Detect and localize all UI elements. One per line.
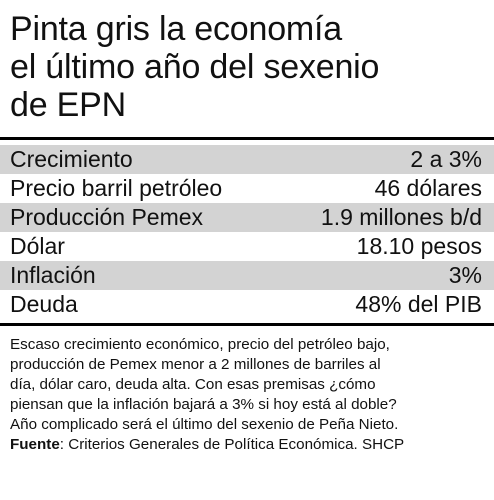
row-value: 2 a 3%: [410, 146, 482, 172]
row-value: 18.10 pesos: [356, 233, 482, 259]
commentary-line: día, dólar caro, deuda alta. Con esas pr…: [10, 376, 376, 393]
headline-line: Pinta gris la economía: [10, 10, 342, 48]
row-label: Producción Pemex: [10, 204, 204, 230]
commentary-line: producción de Pemex menor a 2 millones d…: [10, 356, 381, 373]
table-row: Deuda 48% del PIB: [0, 290, 494, 319]
row-label: Crecimiento: [10, 146, 133, 172]
headline: Pinta gris la economía el último año del…: [10, 10, 484, 124]
table-row: Precio barril petróleo 46 dólares: [0, 174, 494, 203]
headline-line: de EPN: [10, 86, 126, 124]
row-value: 48% del PIB: [355, 291, 482, 317]
table-row: Dólar 18.10 pesos: [0, 232, 494, 261]
bottom-divider: [0, 323, 494, 326]
commentary-line: Escaso crecimiento económico, precio del…: [10, 336, 390, 353]
row-label: Inflación: [10, 262, 96, 288]
top-divider: [0, 137, 494, 140]
headline-line: el último año del sexenio: [10, 48, 380, 86]
source-text: : Criterios Generales de Política Económ…: [59, 436, 405, 453]
table-row: Crecimiento 2 a 3%: [0, 145, 494, 174]
row-label: Precio barril petróleo: [10, 175, 223, 201]
row-value: 1.9 millones b/d: [320, 204, 482, 230]
table-row: Inflación 3%: [0, 261, 494, 290]
commentary-line: piensan que la inflación bajará a 3% si …: [10, 396, 397, 413]
row-label: Dólar: [10, 233, 65, 259]
source-credit: Fuente: Criterios Generales de Política …: [10, 435, 488, 455]
commentary: Escaso crecimiento económico, precio del…: [10, 335, 488, 455]
row-label: Deuda: [10, 291, 78, 317]
source-label: Fuente: [10, 436, 60, 453]
table-row: Producción Pemex 1.9 millones b/d: [0, 203, 494, 232]
row-value: 3%: [448, 262, 482, 288]
commentary-line: Año complicado será el último del sexeni…: [10, 416, 399, 433]
row-value: 46 dólares: [374, 175, 482, 201]
indicators-table: Crecimiento 2 a 3% Precio barril petróle…: [0, 145, 494, 319]
